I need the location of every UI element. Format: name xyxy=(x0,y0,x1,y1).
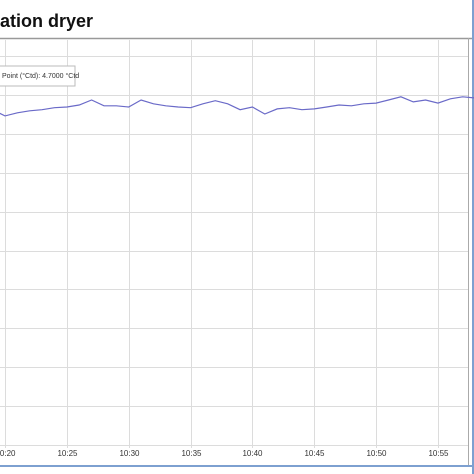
x-tick-label: 10:40 xyxy=(242,449,263,458)
data-line xyxy=(0,96,474,117)
legend-text: Point (°Ctd): 4.7000 °Ctd xyxy=(2,72,79,80)
legend-box xyxy=(0,65,76,87)
x-tick-label: 10:25 xyxy=(57,449,78,458)
plot xyxy=(0,96,474,117)
x-tick-label: 10:50 xyxy=(366,449,387,458)
x-tick-label: 10:35 xyxy=(181,449,202,458)
x-tick-label: 10:20 xyxy=(0,449,16,458)
chart-title: ation dryer xyxy=(0,11,93,31)
x-tick-label: 10:45 xyxy=(304,449,325,458)
grid: 10:20 10:25 10:30 10:35 10:40 10:45 10:50 10:55 xyxy=(0,40,468,458)
x-tick-label: 10:55 xyxy=(428,449,449,458)
x-tick-label: 10:30 xyxy=(119,449,140,458)
